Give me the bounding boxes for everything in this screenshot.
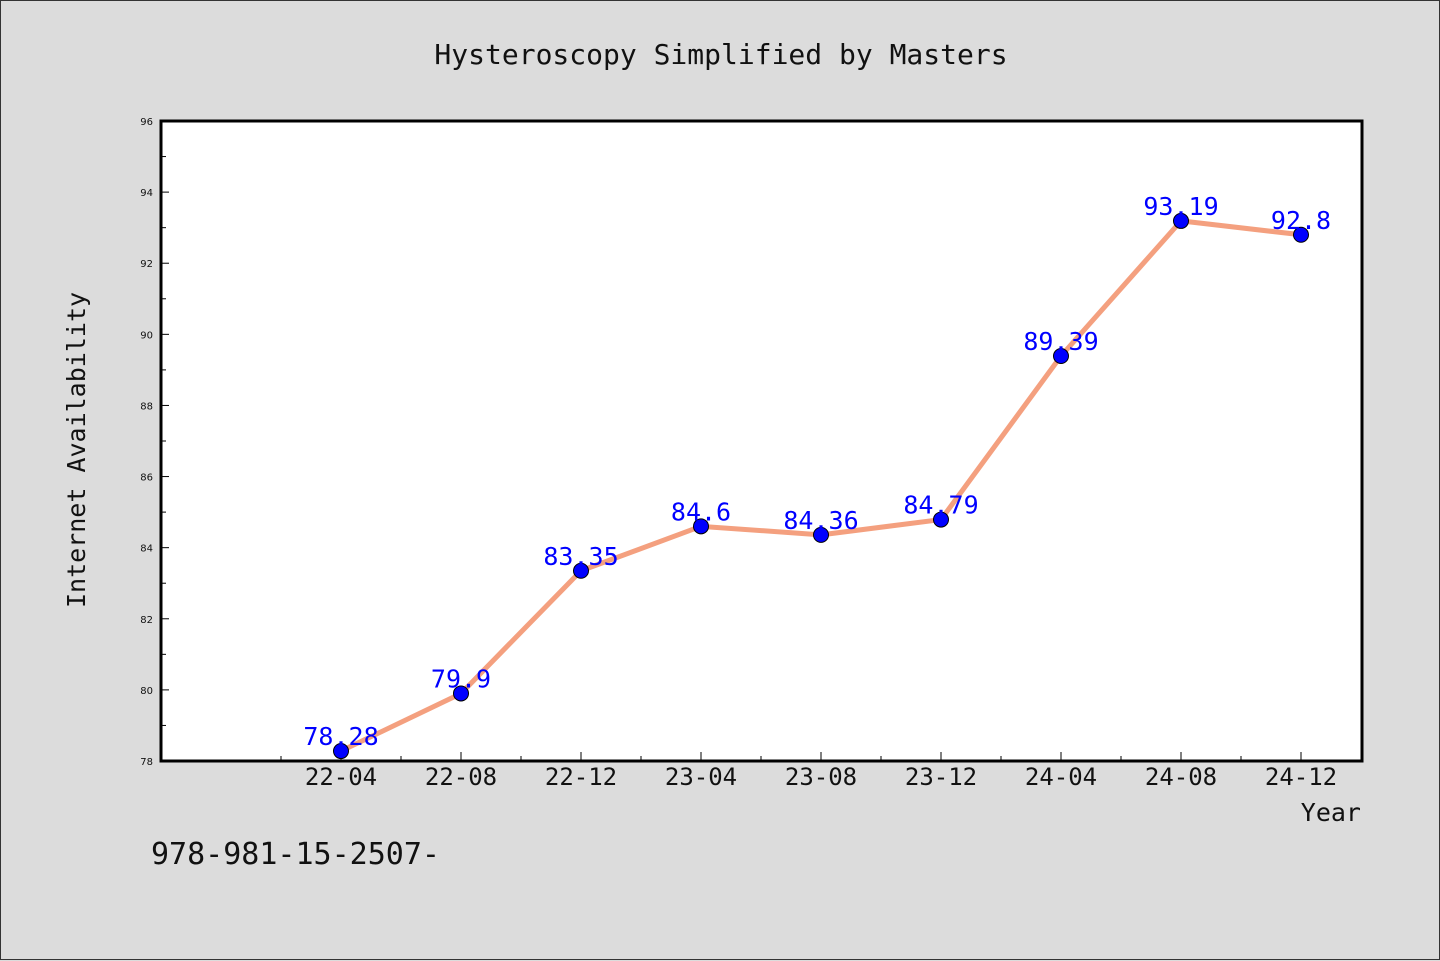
series-layer: 78.28 79.9 83.35 84.6 84.36 84.79 89.39 93.19 92… xyxy=(303,192,1331,760)
x-tick-label: 24-04 xyxy=(1025,763,1097,791)
axis-ticks: 78 80 82 84 86 88 90 92 94 96 22-04 22-08 22-12 23-04… xyxy=(140,117,1337,791)
data-label: 78.28 xyxy=(303,722,378,751)
x-tick-label: 23-08 xyxy=(785,763,857,791)
y-tick-label: 78 xyxy=(140,757,153,768)
data-label: 83.35 xyxy=(543,542,618,571)
data-point xyxy=(453,685,469,702)
y-tick-label: 88 xyxy=(140,401,153,412)
data-point xyxy=(573,562,589,579)
data-point xyxy=(1293,226,1309,243)
data-label: 93.19 xyxy=(1143,192,1218,221)
y-tick-label: 82 xyxy=(140,615,153,626)
x-axis-label: Year xyxy=(1301,798,1361,827)
data-label: 84.6 xyxy=(671,497,731,526)
x-tick-label: 24-12 xyxy=(1265,763,1337,791)
x-tick-label: 22-12 xyxy=(545,763,617,791)
data-point xyxy=(333,743,349,760)
x-tick-label: 24-08 xyxy=(1145,763,1217,791)
data-point xyxy=(693,518,709,535)
x-tick-label: 22-08 xyxy=(425,763,497,791)
plot-area xyxy=(159,119,1364,763)
x-tick-label: 23-04 xyxy=(665,763,737,791)
y-axis-label: Internet Availability xyxy=(62,292,91,608)
x-tick-label: 23-12 xyxy=(905,763,977,791)
data-point xyxy=(1173,212,1189,229)
data-point xyxy=(1053,348,1069,365)
data-label: 92.8 xyxy=(1271,206,1331,235)
x-tick-label: 22-04 xyxy=(305,763,377,791)
data-label: 79.9 xyxy=(431,664,491,693)
data-label: 84.79 xyxy=(903,491,978,520)
footnote-isbn: 978-981-15-2507- xyxy=(151,837,440,872)
chart-title: Hysteroscopy Simplified by Masters xyxy=(434,38,1007,71)
y-tick-label: 96 xyxy=(140,117,153,128)
y-tick-label: 80 xyxy=(140,686,153,697)
data-label: 84.36 xyxy=(783,506,858,535)
y-tick-label: 86 xyxy=(140,473,153,484)
y-tick-label: 84 xyxy=(140,544,153,555)
data-label: 89.39 xyxy=(1023,327,1098,356)
y-tick-label: 90 xyxy=(140,330,153,341)
y-tick-label: 92 xyxy=(140,259,153,270)
data-point xyxy=(933,511,949,528)
data-point xyxy=(813,526,829,543)
y-tick-label: 94 xyxy=(140,188,153,199)
